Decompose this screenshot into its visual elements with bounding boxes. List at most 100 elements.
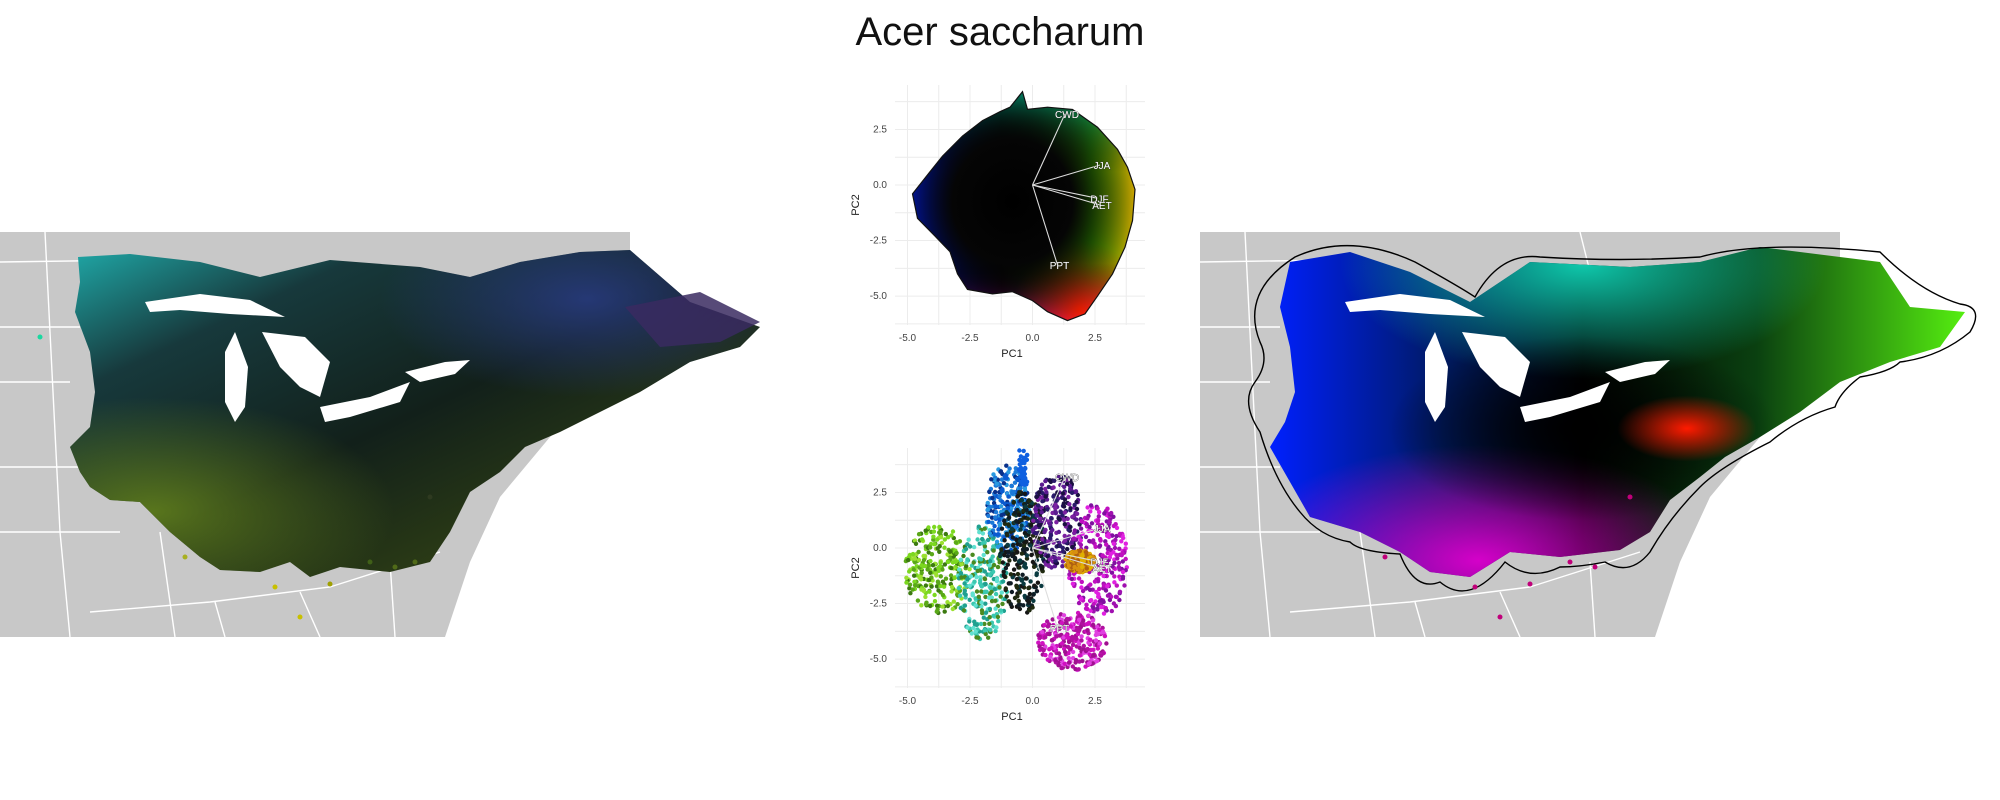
pca-point	[1032, 583, 1037, 588]
pca-point	[949, 589, 954, 594]
pca-point	[1031, 598, 1036, 603]
pca-point	[1006, 522, 1011, 527]
loading-label: CWD	[1055, 473, 1079, 484]
pca-point	[916, 549, 921, 555]
pca-point	[1022, 471, 1027, 477]
pca-point	[956, 586, 961, 591]
pca-point	[1005, 554, 1010, 559]
pca-point	[965, 576, 970, 582]
pca-point	[942, 545, 947, 550]
pca-point	[937, 564, 943, 569]
pca-point	[1116, 560, 1122, 566]
pca-point	[998, 608, 1003, 613]
pca-point	[986, 635, 991, 640]
pca-point	[994, 539, 1000, 544]
pca-point	[1004, 594, 1009, 599]
pca-point	[1070, 581, 1076, 586]
pca-point	[1098, 653, 1104, 658]
pca-point	[1096, 509, 1102, 515]
pca-point	[1072, 502, 1077, 508]
pca-point	[904, 580, 909, 585]
pca-point	[1051, 622, 1056, 628]
pca-point	[1002, 553, 1007, 558]
pca-point	[1030, 527, 1036, 532]
pca-point	[971, 560, 976, 565]
pca-point	[1070, 649, 1076, 655]
pca-point	[990, 495, 995, 501]
pca-point	[995, 564, 1001, 570]
pca-point	[1005, 506, 1010, 511]
pca-point	[1076, 576, 1082, 581]
pca-point	[1102, 633, 1108, 639]
pca-point	[1039, 566, 1045, 571]
pca-point	[1068, 624, 1074, 629]
pca-point	[981, 615, 986, 620]
pca-point	[948, 549, 953, 554]
pca-point	[1035, 519, 1040, 524]
pca-point	[974, 635, 979, 640]
loading-arrow	[1032, 547, 1098, 562]
pca-points-cloud	[903, 448, 1129, 673]
pca-point	[1065, 516, 1070, 521]
pca-point	[1025, 516, 1031, 521]
pca-point	[922, 563, 928, 569]
pca-point	[1006, 494, 1011, 499]
pca-point	[1020, 481, 1025, 486]
pca-point	[1101, 573, 1106, 579]
pca-point	[1077, 522, 1082, 527]
loading-label: AET	[1092, 201, 1111, 212]
pca-point	[1081, 643, 1086, 649]
pca-point	[1109, 510, 1114, 516]
pca-point	[993, 628, 998, 634]
loading-arrow	[1032, 164, 1101, 186]
pca-point	[1084, 566, 1089, 571]
pca-point	[1098, 604, 1104, 610]
pca-point	[1000, 560, 1005, 565]
pca-point	[1091, 647, 1096, 652]
pca-point	[1029, 523, 1034, 528]
pca-point	[1009, 527, 1015, 532]
pca-point	[1017, 448, 1022, 453]
pca-point	[1113, 537, 1118, 543]
pca-point	[982, 544, 988, 549]
pca-point	[1044, 490, 1049, 495]
pca-point	[988, 559, 993, 564]
pca-point	[1010, 489, 1015, 495]
pca-point	[949, 584, 955, 590]
y-tick-label: -5.0	[870, 654, 888, 665]
pca-point	[981, 552, 986, 558]
pca-point	[926, 525, 931, 530]
y-tick-label: -5.0	[870, 291, 888, 302]
pca-point	[1105, 593, 1111, 598]
loading-arrow	[1032, 527, 1101, 549]
pca-point	[1028, 543, 1033, 548]
pca-point	[1109, 570, 1115, 575]
pca-point	[1058, 543, 1063, 549]
pca-point	[932, 542, 937, 547]
pca-point	[1066, 656, 1071, 661]
pca-point	[1024, 547, 1030, 552]
pca-point	[991, 472, 996, 477]
pca-point	[949, 533, 954, 538]
pca-point	[1047, 557, 1053, 562]
pca-point	[1064, 481, 1070, 486]
pca-point	[1123, 541, 1128, 546]
pca-point	[1117, 597, 1122, 603]
pca-point	[1072, 564, 1077, 570]
pca-point	[1087, 587, 1093, 592]
pca-point	[1012, 595, 1018, 601]
pca-point	[1007, 581, 1012, 586]
pca-point	[931, 529, 937, 534]
pca-point	[1100, 528, 1106, 534]
pca-point	[958, 571, 964, 576]
pca-point	[938, 583, 943, 589]
pca-point	[974, 589, 980, 594]
pca-point	[1103, 588, 1109, 593]
pca-point	[997, 585, 1002, 590]
pca-point	[949, 565, 954, 571]
pca-point	[1089, 657, 1094, 662]
pca-point	[1101, 566, 1107, 571]
pca-point	[1038, 486, 1044, 492]
